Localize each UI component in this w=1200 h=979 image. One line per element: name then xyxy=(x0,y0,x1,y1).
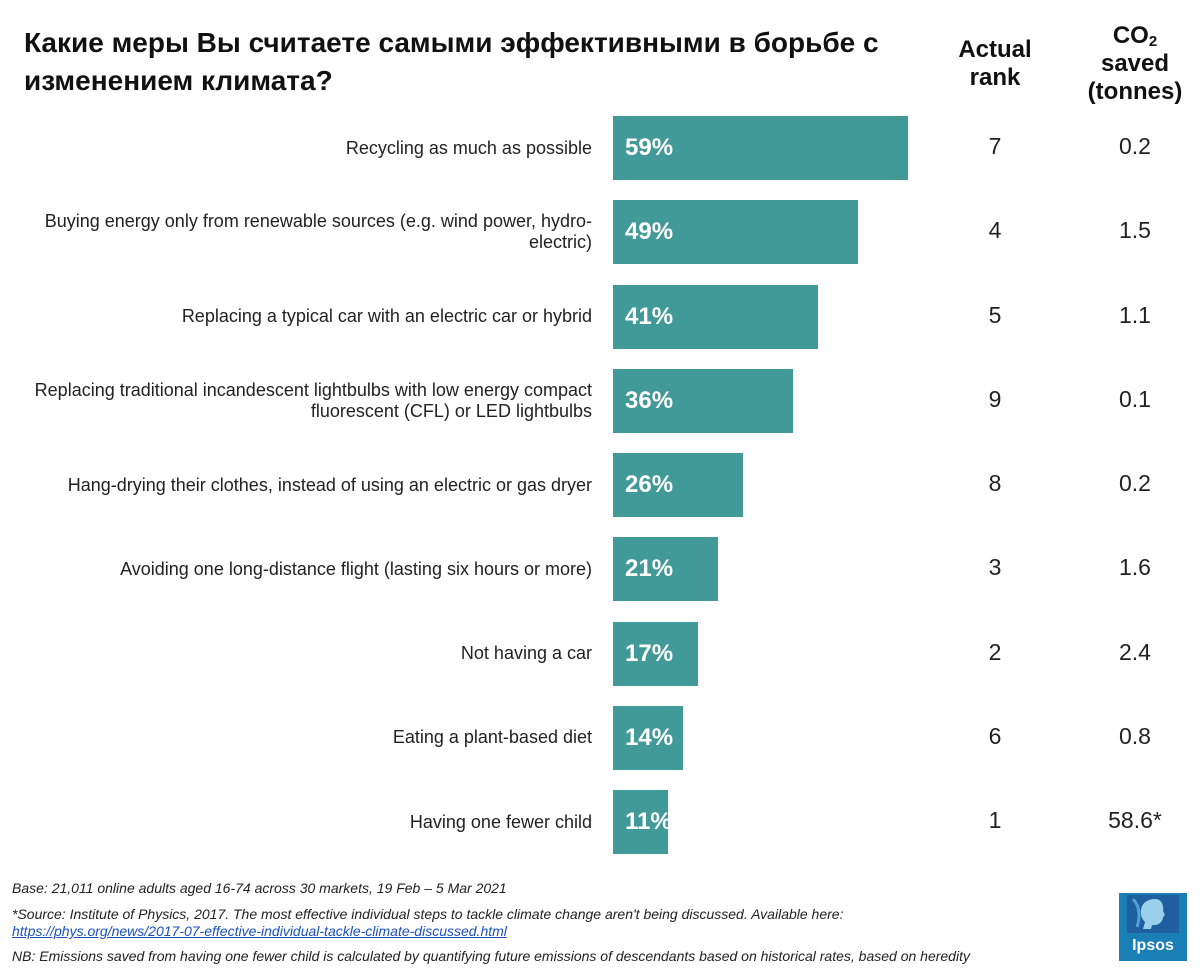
bar-value-label: 11% xyxy=(625,808,672,835)
bar-value-label: 41% xyxy=(625,302,674,330)
actual-rank-header-line1: Actual xyxy=(958,36,1032,63)
bar-value-label: 59% xyxy=(625,134,674,161)
bar-value-label: 49% xyxy=(625,218,674,246)
footer-note: NB: Emissions saved from having one fewe… xyxy=(12,948,970,964)
bar-value-label: 17% xyxy=(625,639,674,667)
actual-rank-value: 5 xyxy=(988,301,1002,328)
actual-rank-value: 2 xyxy=(988,638,1002,665)
co2-saved-value: 0.8 xyxy=(1119,722,1151,749)
bar xyxy=(613,621,698,686)
bar-value-label: 36% xyxy=(625,386,674,414)
co2-saved-value: 2.4 xyxy=(1119,638,1151,665)
bar-value-label: 14% xyxy=(625,723,674,751)
co2-saved-header: CO2 saved (tonnes) xyxy=(1075,22,1195,106)
category-label: Recycling as much as possible xyxy=(345,137,592,158)
category-label: Not having a car xyxy=(460,643,592,663)
co2-saved-value: 58.6* xyxy=(1108,807,1162,833)
bar xyxy=(613,200,858,265)
footer-link-wrap: https://phys.org/news/2017-07-effective-… xyxy=(12,923,507,940)
footer-base: Base: 21,011 online adults aged 16-74 ac… xyxy=(12,880,507,896)
actual-rank-header: Actual rank xyxy=(935,36,1055,92)
category-label: Hang-drying their clothes, instead of us… xyxy=(67,474,592,495)
actual-rank-value: 8 xyxy=(988,470,1002,496)
ipsos-head-icon xyxy=(1119,893,1187,961)
actual-rank-value: 7 xyxy=(988,133,1002,159)
bar-value-label: 26% xyxy=(625,471,674,498)
actual-rank-value: 1 xyxy=(988,807,1002,833)
co2-saved-value: 0.2 xyxy=(1119,470,1151,496)
bar-value-label: 21% xyxy=(625,555,674,583)
co2-saved-value: 0.1 xyxy=(1119,385,1151,412)
actual-rank-value: 6 xyxy=(988,722,1002,749)
category-label: Eating a plant-based diet xyxy=(392,727,592,748)
bar xyxy=(613,790,668,854)
logo-text: Ipsos xyxy=(1132,937,1174,954)
chart-title: Какие меры Вы считаете самыми эффективны… xyxy=(24,27,879,96)
bar xyxy=(613,705,683,770)
actual-rank-value: 3 xyxy=(988,554,1002,581)
footer-source: *Source: Institute of Physics, 2017. The… xyxy=(12,906,844,922)
co2-saved-value: 1.5 xyxy=(1119,217,1151,244)
co2-header-subscript: 2 xyxy=(1148,33,1158,50)
bar xyxy=(613,284,818,349)
actual-rank-value: 9 xyxy=(988,385,1002,412)
category-label: Having one fewer child xyxy=(409,811,592,832)
co2-saved-value: 0.2 xyxy=(1119,133,1151,159)
category-label: Replacing traditional incandescent light… xyxy=(34,379,592,421)
source-link[interactable]: https://phys.org/news/2017-07-effective-… xyxy=(12,923,507,939)
bar xyxy=(613,537,718,602)
co2-header-prefix: CO xyxy=(1112,22,1149,49)
category-label: Avoiding one long-distance flight (lasti… xyxy=(120,558,592,579)
co2-saved-value: 1.6 xyxy=(1119,554,1151,581)
actual-rank-value: 4 xyxy=(988,217,1002,244)
actual-rank-header-line2: rank xyxy=(969,64,1021,91)
category-label: Replacing a typical car with an electric… xyxy=(181,306,592,326)
co2-header-line3: (tonnes) xyxy=(1087,78,1183,105)
ipsos-logo: Ipsos xyxy=(1119,893,1187,961)
bar xyxy=(613,453,743,517)
category-label: Buying energy only from renewable source… xyxy=(44,211,592,253)
bar xyxy=(613,368,793,433)
bar xyxy=(613,116,908,180)
co2-saved-value: 1.1 xyxy=(1119,301,1151,328)
co2-header-line2: saved xyxy=(1100,50,1170,77)
